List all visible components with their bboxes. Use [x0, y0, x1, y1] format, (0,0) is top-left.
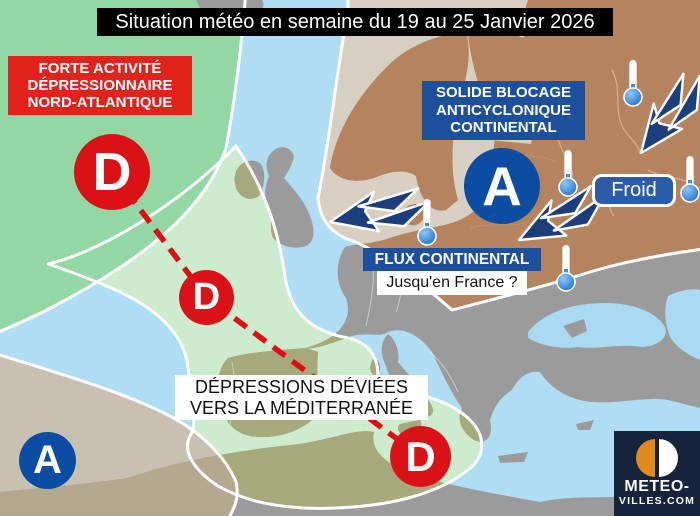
- anticyclone-marker-continental: A: [464, 148, 540, 224]
- deviations-line: VERS LA MÉDITERRANÉE: [189, 397, 414, 418]
- continental-blocking-label: SOLIDE BLOCAGE ANTICYCLONIQUE CONTINENTA…: [422, 81, 585, 140]
- logo-text-meteo: METEO-: [624, 478, 690, 495]
- depression-marker-biscay: D: [179, 270, 234, 325]
- logo-text-villes: VILLES.COM: [618, 495, 696, 507]
- atlantic-activity-line: NORD-ATLANTIQUE: [27, 94, 173, 111]
- cold-badge: Froid: [592, 174, 676, 207]
- meteo-villes-logo: METEO- VILLES.COM: [614, 431, 700, 516]
- deviations-line: DÉPRESSIONS DÉVIÉES: [194, 377, 409, 397]
- blocking-line: CONTINENTAL: [450, 119, 557, 136]
- anticyclone-marker-azores: A: [19, 432, 76, 489]
- page-title: Situation météo en semaine du 19 au 25 J…: [97, 8, 613, 36]
- flux-question-label: Jusqu'en France ?: [377, 271, 527, 295]
- continental-flux-label: FLUX CONTINENTAL: [363, 248, 541, 271]
- meteo-villes-logo-icon: [614, 437, 700, 479]
- depression-marker-atlantic: D: [74, 134, 150, 210]
- blocking-line: SOLIDE BLOCAGE: [435, 84, 571, 101]
- depression-marker-mediterranean: D: [390, 426, 451, 487]
- blocking-line: ANTICYCLONIQUE: [436, 101, 571, 119]
- atlantic-activity-line: FORTE ACTIVITÉ: [38, 60, 162, 77]
- deviated-depressions-label: DÉPRESSIONS DÉVIÉES VERS LA MÉDITERRANÉE: [175, 375, 428, 420]
- atlantic-activity-label: FORTE ACTIVITÉ DÉPRESSIONNAIRE NORD-ATLA…: [8, 56, 192, 115]
- atlantic-activity-line: DÉPRESSIONNAIRE: [27, 77, 173, 94]
